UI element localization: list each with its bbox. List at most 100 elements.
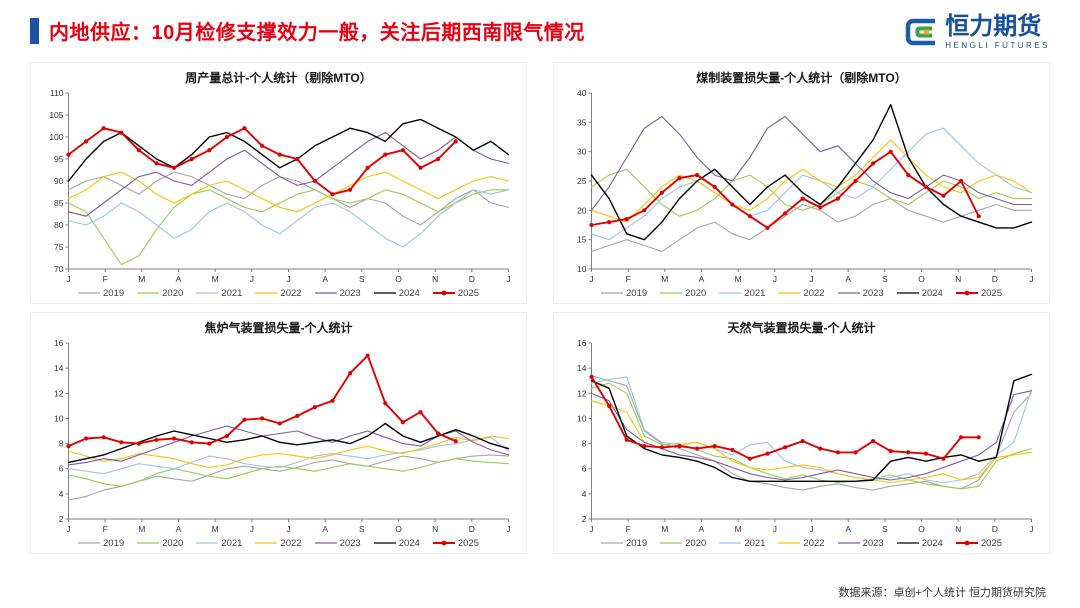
legend-swatch-2021 [196, 292, 219, 294]
chart-title: 焦炉气装置损失量-个人统计 [204, 321, 353, 335]
svg-text:70: 70 [54, 264, 64, 274]
chart-legend: 2019 2020 2021 2022 2023 2024 2025 [558, 535, 1045, 551]
svg-text:S: S [359, 524, 365, 534]
series-marker-2025 [154, 437, 159, 442]
series-marker-2025 [242, 126, 247, 131]
svg-text:J: J [506, 274, 510, 284]
svg-text:A: A [176, 524, 182, 534]
series-marker-2025 [400, 148, 405, 153]
legend-swatch-2020 [137, 542, 160, 544]
svg-text:D: D [992, 524, 998, 534]
svg-text:D: D [992, 274, 998, 284]
series-marker-2025 [976, 435, 981, 440]
legend-item-2021: 2021 [719, 538, 765, 549]
logo-text: 恒力期货 HENGLI FUTURES [945, 14, 1050, 50]
series-marker-2025 [888, 449, 893, 454]
series-marker-2025 [365, 353, 370, 358]
series-marker-2025 [853, 178, 858, 184]
series-marker-2025 [84, 139, 89, 144]
svg-text:F: F [626, 274, 631, 284]
series-line-2020 [67, 458, 510, 487]
chart-natural-gas-loss: 天然气装置损失量-个人统计 2 4 6 8 10 12 14 16 J F M A M J J A S O N D J … [553, 312, 1050, 554]
series-marker-2025 [312, 405, 317, 410]
legend-swatch-2019 [601, 542, 623, 544]
legend-swatch-2021 [719, 292, 742, 294]
series-marker-2025 [453, 439, 458, 444]
legend-label-2021: 2021 [744, 287, 766, 299]
legend-swatch-2021 [196, 542, 219, 544]
svg-text:85: 85 [54, 198, 64, 208]
legend-swatch-2019 [78, 542, 100, 544]
legend-item-2025: 2025 [432, 288, 479, 299]
svg-text:J: J [773, 274, 777, 284]
svg-text:6: 6 [582, 464, 587, 474]
legend-item-2023: 2023 [837, 288, 884, 299]
legend-swatch-2023 [837, 542, 860, 544]
legend-label-2024: 2024 [921, 287, 943, 299]
svg-text:6: 6 [59, 464, 64, 474]
legend-swatch-2022 [778, 542, 801, 544]
series-marker-2025 [642, 208, 647, 213]
series-marker-2025 [835, 196, 840, 201]
legend-label-2019: 2019 [626, 537, 648, 549]
svg-text:20: 20 [577, 205, 587, 215]
series-marker-2025 [765, 225, 770, 230]
svg-text:30: 30 [577, 147, 587, 157]
legend-swatch-2020 [137, 292, 160, 294]
series-line-2024 [67, 118, 510, 182]
svg-text:N: N [955, 524, 961, 534]
series-marker-2025 [888, 149, 893, 154]
legend-label-2020: 2020 [685, 287, 707, 299]
legend-swatch-2024 [373, 542, 396, 544]
series-line-2022 [67, 435, 510, 469]
svg-text:80: 80 [54, 220, 64, 230]
svg-text:J: J [286, 274, 290, 284]
series-marker-2025 [189, 156, 194, 162]
logo-name-en: HENGLI FUTURES [945, 40, 1050, 50]
series-line-2022 [67, 171, 510, 213]
svg-text:105: 105 [49, 110, 63, 120]
svg-text:15: 15 [577, 235, 587, 245]
svg-text:110: 110 [50, 88, 64, 98]
series-marker-2025 [589, 222, 594, 228]
svg-text:4: 4 [582, 489, 587, 499]
series-marker-2025 [295, 156, 300, 162]
svg-text:14: 14 [54, 363, 64, 373]
title-accent-bar [30, 17, 39, 44]
legend-label-2019: 2019 [103, 537, 125, 549]
legend-label-2022: 2022 [803, 287, 825, 299]
svg-text:M: M [138, 274, 145, 284]
series-marker-2025 [119, 130, 124, 135]
svg-text:100: 100 [49, 132, 63, 142]
series-marker-2025 [730, 447, 735, 452]
series-marker-2025 [119, 440, 124, 445]
svg-text:16: 16 [54, 338, 64, 348]
legend-item-2019: 2019 [78, 538, 124, 549]
legend-item-2025: 2025 [432, 537, 479, 549]
legend-label-2025: 2025 [980, 537, 1002, 549]
legend-label-2020: 2020 [162, 537, 184, 549]
series-line-2019 [590, 375, 1033, 491]
legend-label-2023: 2023 [339, 287, 361, 299]
series-marker-2025 [624, 217, 629, 222]
legend-label-2025: 2025 [457, 537, 479, 549]
svg-text:M: M [735, 274, 742, 284]
hengli-logo-icon [905, 18, 936, 46]
legend-swatch-2024 [896, 292, 919, 294]
legend-item-2020: 2020 [137, 538, 183, 549]
legend-swatch-2022 [778, 292, 801, 294]
svg-text:J: J [66, 524, 70, 534]
series-marker-2025 [783, 445, 788, 450]
legend-item-2024: 2024 [896, 538, 943, 549]
chart-coal-plant-loss: 煤制装置损失量-个人统计（剔除MTO） 10 15 20 25 30 35 40 J F M A M J… [553, 62, 1050, 304]
series-marker-2025 [330, 398, 335, 403]
series-line-2022 [590, 400, 1033, 484]
svg-text:A: A [322, 274, 328, 284]
svg-text:N: N [432, 274, 438, 284]
series-line-2024 [590, 373, 1033, 483]
svg-text:S: S [882, 524, 888, 534]
legend-item-2019: 2019 [601, 288, 647, 299]
svg-text:10: 10 [577, 264, 587, 274]
chart-coke-oven-gas-loss: 焦炉气装置损失量-个人统计 2 4 6 8 10 12 14 16 J F M A M J J A S O N D J … [30, 312, 527, 554]
series-marker-2025 [312, 178, 317, 184]
